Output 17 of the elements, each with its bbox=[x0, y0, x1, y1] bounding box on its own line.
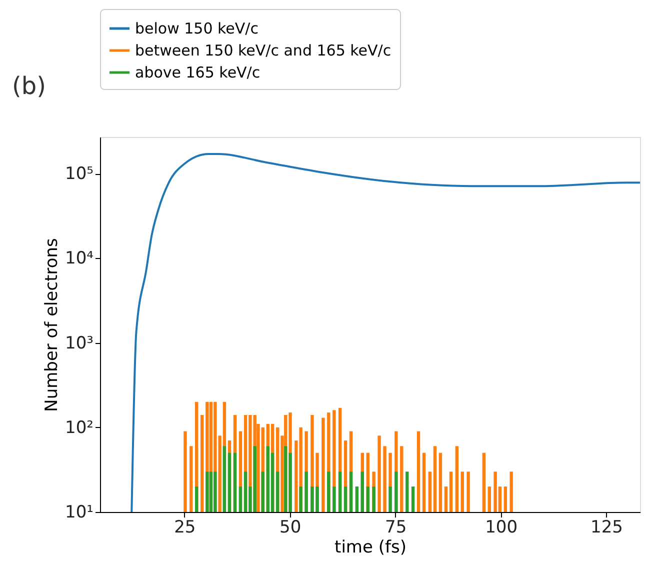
x-tick-label: 50 bbox=[280, 518, 302, 538]
legend-label: above 165 keV/c bbox=[135, 64, 260, 82]
line-series bbox=[130, 153, 641, 513]
legend-label: below 150 keV/c bbox=[135, 20, 258, 38]
x-axis-title: time (fs) bbox=[334, 538, 406, 558]
y-tick-label: 10⁵ bbox=[65, 164, 94, 184]
y-tick-label: 10³ bbox=[65, 333, 94, 354]
x-tick-label: 25 bbox=[174, 518, 196, 538]
text: (b) bbox=[12, 72, 46, 100]
y-tick-label: 10² bbox=[65, 418, 94, 438]
y-tick-label: 10⁴ bbox=[65, 248, 94, 269]
x-tick-label: 100 bbox=[485, 518, 518, 538]
y-axis-title: Number of electrons bbox=[42, 238, 62, 412]
y-tick-label: 10¹ bbox=[65, 502, 94, 522]
legend-label: between 150 keV/c and 165 keV/c bbox=[135, 42, 392, 60]
x-tick-label: 125 bbox=[590, 518, 623, 538]
x-tick-label: 75 bbox=[384, 518, 407, 538]
